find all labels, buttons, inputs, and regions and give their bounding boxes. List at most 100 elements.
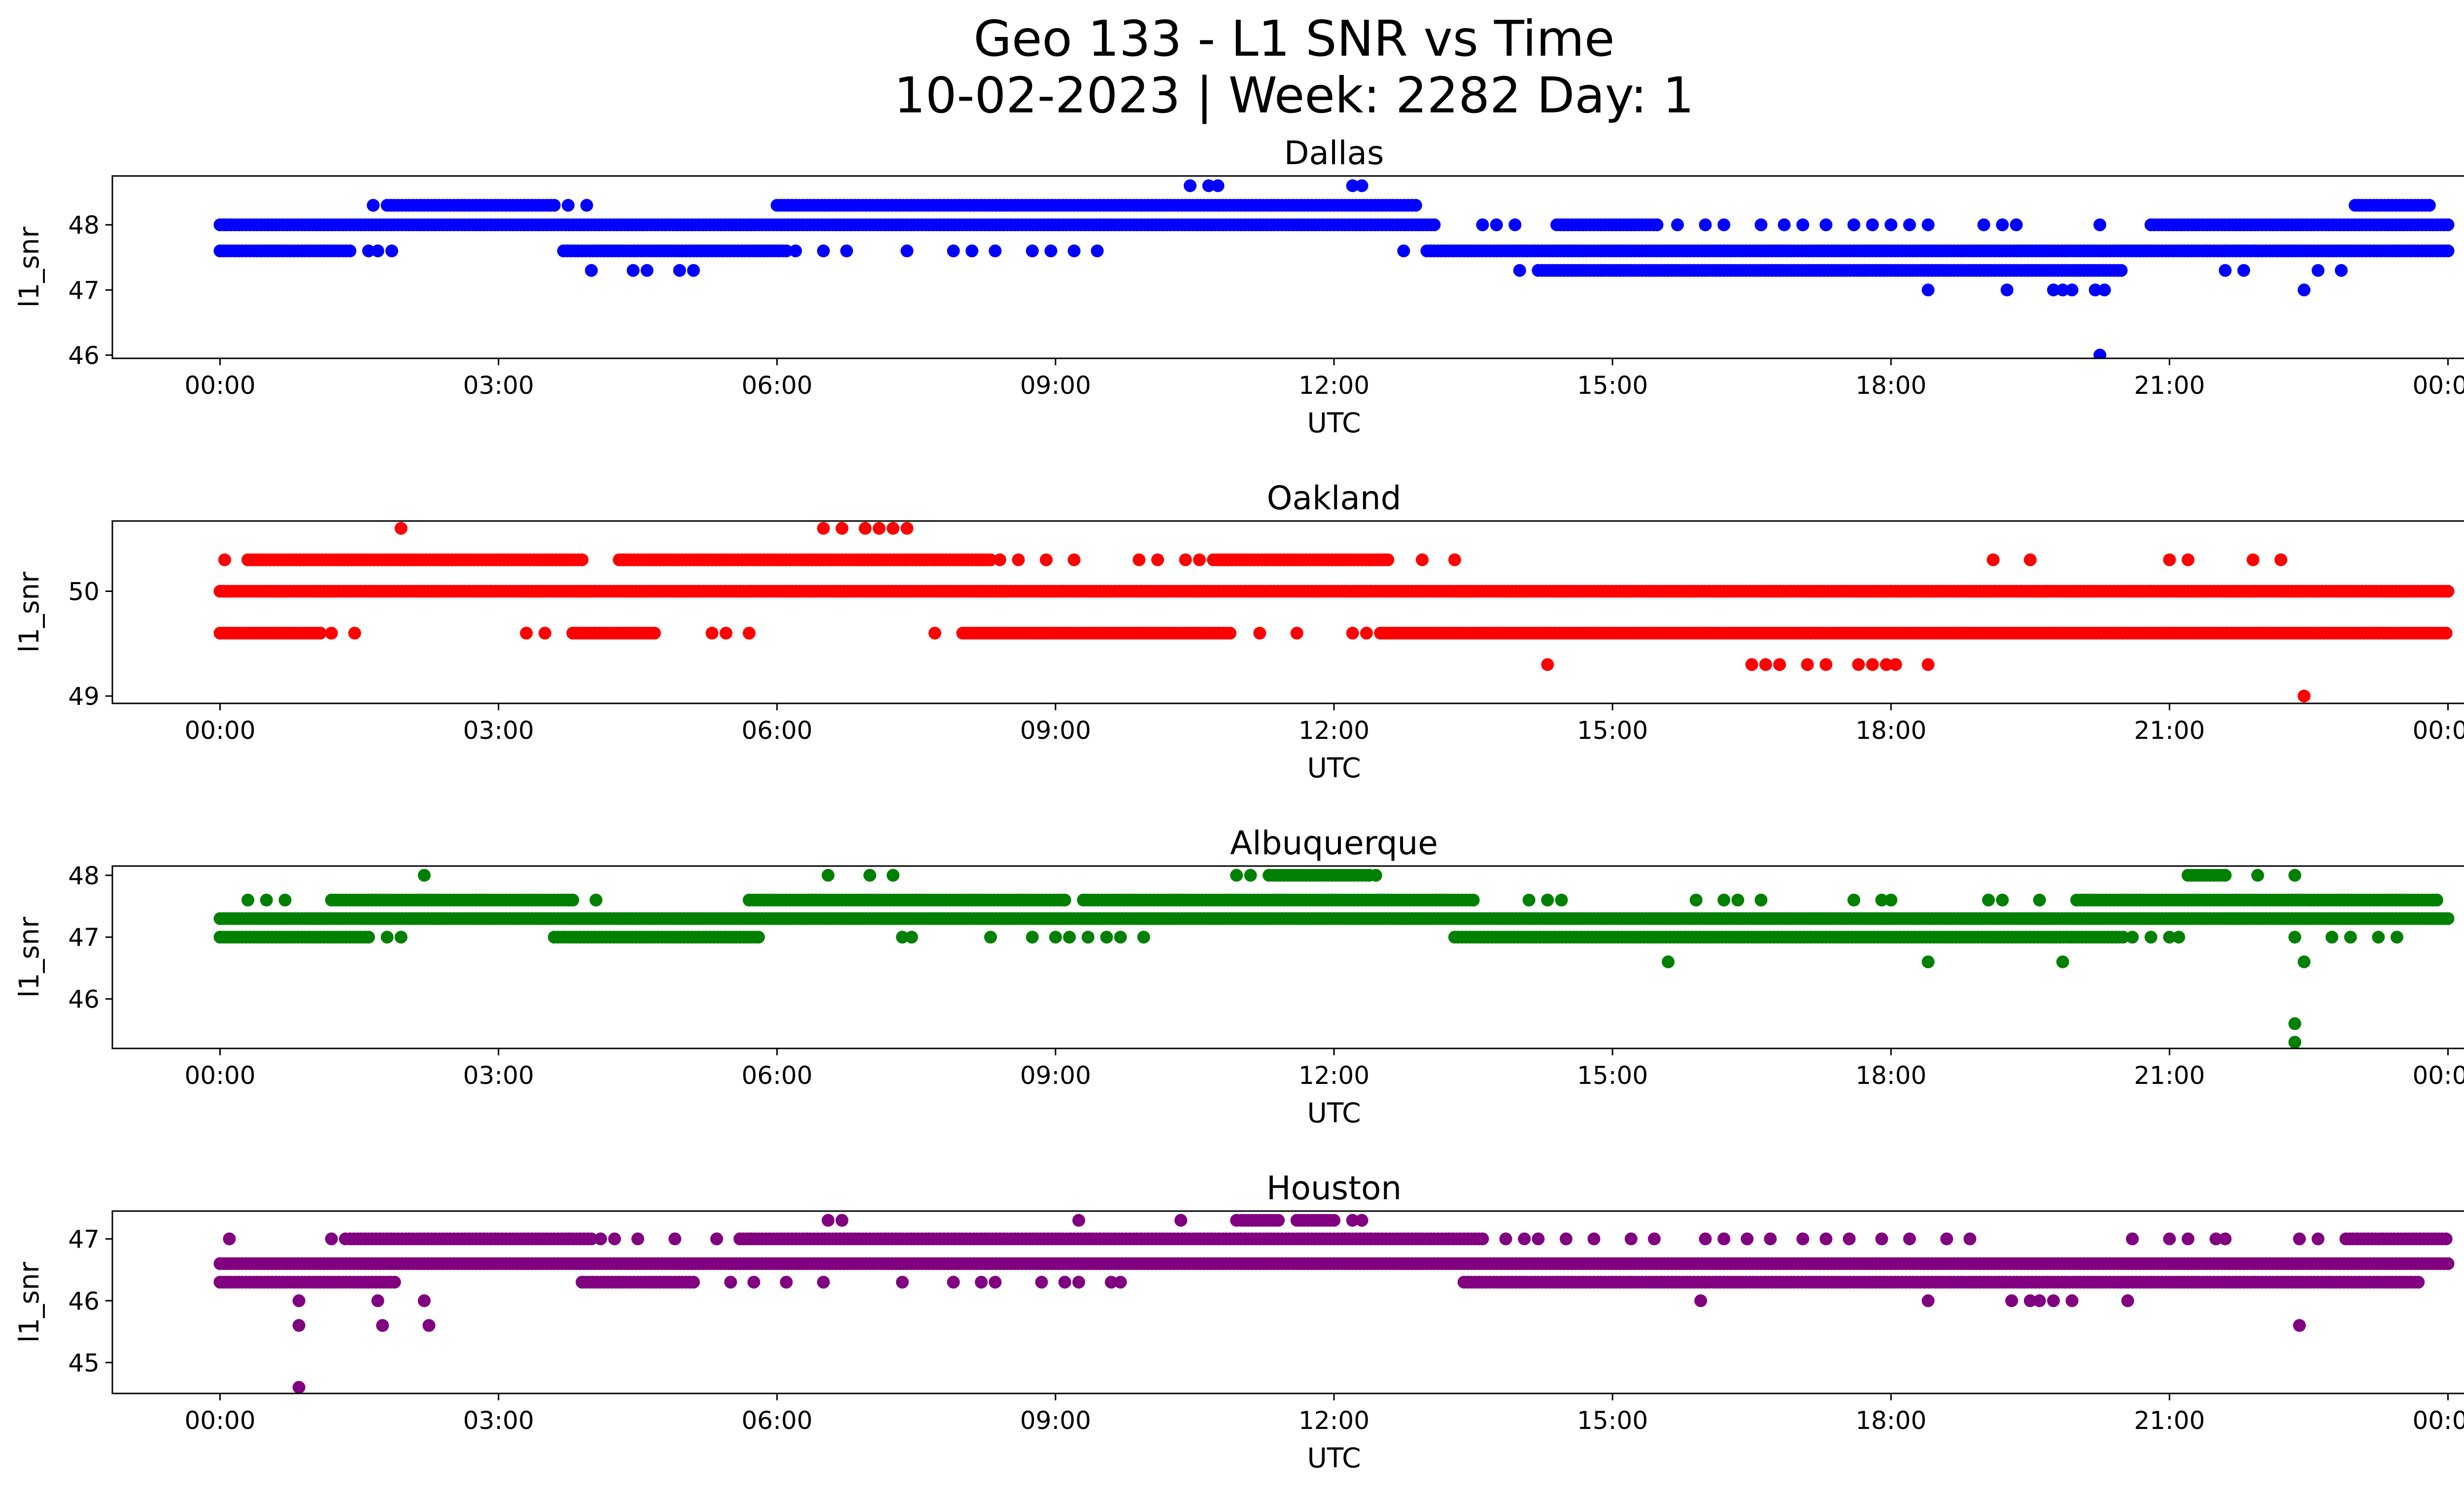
data-point bbox=[1903, 218, 1916, 232]
data-point bbox=[1026, 931, 1039, 944]
data-point bbox=[905, 931, 918, 944]
data-point bbox=[1409, 199, 1422, 212]
x-axis-label: UTC bbox=[1307, 752, 1361, 784]
data-point bbox=[2163, 931, 2176, 944]
data-point bbox=[2441, 244, 2455, 257]
data-point bbox=[1796, 218, 1810, 232]
y-tick-label: 49 bbox=[68, 682, 100, 711]
data-point bbox=[1049, 931, 1062, 944]
data-point bbox=[1731, 894, 1745, 906]
data-point bbox=[1532, 264, 1545, 277]
x-tick-label: 18:00 bbox=[1855, 1061, 1926, 1090]
x-tick-label: 06:00 bbox=[742, 1061, 813, 1090]
data-point bbox=[947, 244, 960, 257]
data-point bbox=[1244, 869, 1257, 882]
y-tick-label: 47 bbox=[68, 923, 100, 952]
data-point bbox=[2056, 283, 2069, 297]
x-tick-label: 06:00 bbox=[742, 716, 813, 745]
data-point bbox=[1717, 218, 1731, 232]
data-series-points bbox=[213, 179, 2455, 358]
x-tick-label: 00:00 bbox=[2412, 716, 2464, 745]
data-point bbox=[2326, 931, 2338, 944]
data-point bbox=[2430, 894, 2443, 906]
data-point bbox=[863, 869, 877, 882]
data-point bbox=[1921, 955, 1935, 969]
data-point bbox=[576, 553, 589, 566]
data-series-points bbox=[213, 869, 2455, 1048]
data-point bbox=[1852, 658, 1865, 671]
data-point bbox=[394, 522, 408, 535]
data-point bbox=[1416, 553, 1429, 566]
data-point bbox=[984, 553, 997, 566]
data-point bbox=[1355, 179, 1369, 192]
data-point bbox=[2010, 218, 2023, 232]
data-point bbox=[993, 553, 1006, 566]
data-point bbox=[585, 1232, 598, 1246]
data-point bbox=[1875, 894, 1888, 906]
data-point bbox=[1754, 218, 1768, 232]
data-point bbox=[362, 244, 375, 257]
data-point bbox=[566, 894, 580, 906]
data-point bbox=[2219, 264, 2232, 277]
x-tick-label: 09:00 bbox=[1020, 371, 1091, 400]
data-point bbox=[641, 264, 653, 277]
data-point bbox=[367, 199, 380, 212]
data-point bbox=[1555, 894, 1568, 906]
data-point bbox=[2441, 1257, 2455, 1270]
data-point bbox=[1137, 931, 1150, 944]
subplot-title: Oakland bbox=[1266, 479, 1401, 517]
x-tick-label: 15:00 bbox=[1577, 716, 1648, 745]
y-tick-label: 50 bbox=[68, 577, 100, 606]
data-point bbox=[1040, 553, 1053, 566]
data-point bbox=[1541, 894, 1554, 906]
data-point bbox=[1522, 894, 1536, 906]
data-point bbox=[2288, 869, 2301, 882]
data-point bbox=[2047, 283, 2060, 297]
y-tick-label: 47 bbox=[68, 276, 100, 305]
data-point bbox=[1179, 553, 1192, 566]
data-point bbox=[314, 626, 327, 640]
data-point bbox=[1745, 658, 1758, 671]
data-point bbox=[1717, 894, 1731, 906]
data-point bbox=[1801, 658, 1814, 671]
x-tick-label: 00:00 bbox=[2412, 371, 2464, 400]
data-point bbox=[1346, 179, 1359, 192]
data-point bbox=[1541, 658, 1554, 671]
data-point bbox=[1100, 931, 1113, 944]
data-point bbox=[928, 626, 941, 640]
x-tick-label: 09:00 bbox=[1020, 1061, 1091, 1090]
data-point bbox=[218, 218, 231, 232]
data-point bbox=[2334, 264, 2348, 277]
data-point bbox=[585, 264, 598, 277]
x-tick-label: 12:00 bbox=[1299, 371, 1369, 400]
data-point bbox=[1132, 553, 1146, 566]
y-axis-label: l1_snr bbox=[13, 572, 45, 653]
data-point bbox=[2344, 931, 2357, 944]
data-point bbox=[1360, 626, 1373, 640]
data-point bbox=[1091, 244, 1104, 257]
data-point bbox=[840, 244, 853, 257]
data-point bbox=[752, 931, 765, 944]
data-point bbox=[1224, 626, 1236, 640]
y-tick-label: 48 bbox=[68, 211, 100, 240]
x-axis-label: UTC bbox=[1307, 1097, 1361, 1129]
x-tick-label: 18:00 bbox=[1855, 716, 1926, 745]
x-tick-label: 21:00 bbox=[2134, 716, 2205, 745]
subplot-title: Albuquerque bbox=[1230, 824, 1438, 862]
data-point bbox=[1397, 244, 1410, 257]
data-point bbox=[1448, 553, 1461, 566]
data-point bbox=[1754, 894, 1768, 906]
data-point bbox=[2297, 283, 2311, 297]
data-point bbox=[705, 626, 719, 640]
data-point bbox=[2033, 894, 2046, 906]
data-point bbox=[278, 894, 292, 906]
x-tick-label: 03:00 bbox=[463, 1061, 534, 1090]
data-point bbox=[2093, 348, 2107, 358]
data-point bbox=[1230, 869, 1243, 882]
data-point bbox=[1513, 264, 1526, 277]
data-point bbox=[1508, 218, 1522, 232]
